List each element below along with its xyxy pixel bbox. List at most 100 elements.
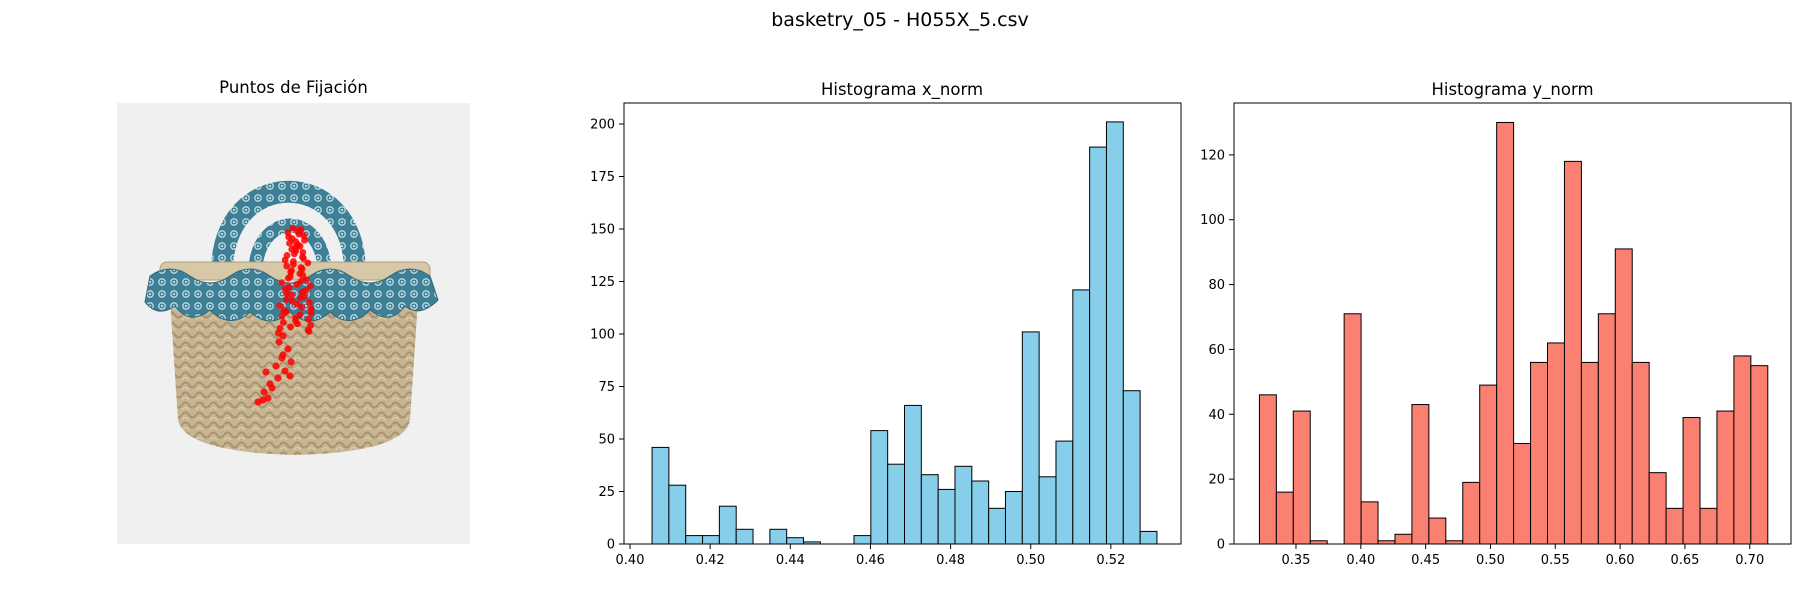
histogram-y-bar (1614, 248, 1633, 545)
histogram-x-bar (651, 446, 670, 545)
histogram-x-ytick-label: 150 (590, 223, 615, 238)
histogram-y-bar (1428, 517, 1447, 545)
fixation-point (268, 384, 276, 392)
figure-suptitle: basketry_05 - H055X_5.csv (771, 9, 1029, 31)
histogram-x-bar (668, 484, 687, 545)
fixation-point (305, 328, 313, 335)
fixation-point (274, 374, 282, 382)
histogram-x-xtick-label: 0.52 (1096, 553, 1125, 568)
fixation-point (262, 368, 270, 376)
fixation-point (280, 318, 287, 326)
image-panel: Puntos de Fijación (117, 78, 470, 544)
histogram-y-xtick-label: 0.60 (1606, 553, 1635, 568)
fixation-point (294, 320, 301, 328)
fixation-point (281, 256, 289, 264)
fixation-point (290, 250, 298, 258)
histogram-x-axes-frame (623, 102, 1182, 545)
histogram-x-xtick-label: 0.50 (1016, 553, 1045, 568)
histogram-x-ytick-label: 75 (598, 380, 615, 395)
histogram-x-xtick-label: 0.42 (696, 553, 725, 568)
fixation-point (293, 280, 301, 288)
fixation-point (278, 279, 286, 287)
fixation-point (281, 367, 289, 375)
fixation-point (278, 312, 286, 320)
histogram-y-bar (1699, 507, 1718, 545)
fixation-point (286, 372, 294, 380)
fixation-points (254, 224, 315, 406)
histogram-x-xtick-label: 0.48 (936, 553, 965, 568)
histogram-y-bar (1292, 410, 1311, 545)
histogram-y-xtick-label: 0.40 (1346, 553, 1375, 568)
fixation-point (284, 345, 292, 353)
fixation-point (283, 262, 291, 270)
fixation-point (306, 282, 314, 290)
histogram-x-bar (920, 474, 939, 545)
fixation-point (275, 338, 283, 346)
histogram-y-ytick-label: 60 (1208, 343, 1225, 358)
histogram-y-xtick-label: 0.35 (1281, 553, 1310, 568)
histogram-x-ytick-label: 175 (590, 170, 615, 185)
histogram-y-bar (1462, 481, 1481, 545)
histogram-y-xtick-label: 0.50 (1476, 553, 1505, 568)
fixation-point (293, 300, 300, 308)
histogram-y-bar (1733, 355, 1752, 545)
histogram-x-bar (1021, 331, 1040, 545)
histogram-x-bar (887, 463, 906, 545)
histogram-x-bar (1089, 146, 1107, 545)
histogram-x-bar (904, 404, 922, 545)
histogram-y-bar (1631, 361, 1650, 545)
fixation-point (307, 309, 315, 317)
histogram-x-bar (937, 488, 956, 545)
histogram-x-bar (769, 528, 788, 545)
fixation-point (302, 276, 310, 284)
histogram-x-ytick-label: 200 (590, 118, 615, 133)
histogram-x-bar (702, 535, 720, 545)
histogram-x-bar (954, 465, 973, 545)
histogram-y-bar (1563, 160, 1582, 545)
histogram-y-bar (1530, 361, 1548, 545)
histogram-x-bar (1038, 476, 1057, 545)
fixation-point (300, 255, 307, 262)
histogram-y-bar (1275, 491, 1294, 545)
histogram-x-bar (735, 528, 754, 545)
histogram-y-ticks: 0.35 0.40 0.45 0.50 0.55 0.60 0.65 0.70 0 20 40 60 8… (1200, 148, 1764, 568)
histogram-y-ytick-label: 100 (1200, 213, 1225, 228)
fixation-point (304, 259, 312, 267)
histogram-x-bar (1122, 390, 1141, 545)
histogram-y-xtick-label: 0.70 (1735, 553, 1764, 568)
histogram-x-bar (988, 507, 1006, 545)
histogram-y-ytick-label: 80 (1208, 278, 1225, 293)
histogram-x-xtick-label: 0.46 (856, 553, 885, 568)
histogram-x-bar (1105, 121, 1124, 545)
histogram-x-ytick-label: 125 (590, 275, 615, 290)
fixation-point (282, 308, 290, 316)
histogram-x-bar (1139, 530, 1158, 545)
fixation-point (283, 290, 291, 297)
histogram-x-ytick-label: 0 (607, 538, 615, 553)
fixation-point (287, 358, 295, 366)
histogram-y-ytick-label: 40 (1208, 408, 1225, 423)
histogram-x-panel: Histograma x_norm 0.40 0.42 0.44 0.46 0.48 0.… (590, 80, 1182, 568)
histogram-y-bar (1411, 404, 1430, 545)
histogram-y-bar (1648, 472, 1667, 545)
histogram-x-bar (1055, 440, 1074, 545)
histogram-y-axes-frame (1233, 102, 1792, 545)
histogram-y-panel: Histograma y_norm 0.35 0.40 0.45 0.50 0.55 0.… (1200, 80, 1792, 568)
histogram-y-xtick-label: 0.45 (1411, 553, 1440, 568)
fixation-point (287, 323, 294, 331)
histogram-x-ytick-label: 100 (590, 328, 615, 343)
histogram-x-xtick-label: 0.44 (776, 553, 805, 568)
fixation-point (282, 296, 290, 303)
fixation-point (286, 239, 293, 247)
histogram-y-bar (1546, 342, 1565, 545)
histogram-y-bar (1716, 410, 1735, 545)
fixation-point (276, 302, 284, 310)
histogram-y-bar (1750, 365, 1769, 545)
histogram-y-bar (1580, 361, 1599, 545)
histogram-y-bar (1496, 121, 1515, 545)
fixation-point (306, 299, 313, 306)
fixation-point (254, 398, 262, 406)
histogram-x-ytick-label: 50 (598, 433, 615, 448)
histogram-x-ytick-label: 25 (598, 485, 615, 500)
fixation-point (284, 274, 292, 282)
